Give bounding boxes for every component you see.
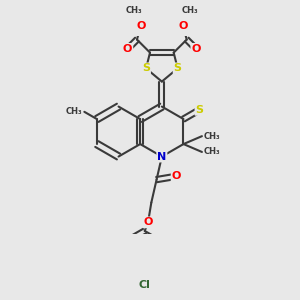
Text: CH₃: CH₃: [204, 148, 220, 157]
Text: O: O: [123, 44, 132, 54]
Text: O: O: [191, 44, 201, 54]
Text: CH₃: CH₃: [66, 107, 83, 116]
Text: S: S: [196, 105, 203, 115]
Text: CH₃: CH₃: [125, 6, 142, 15]
Text: Cl: Cl: [139, 280, 151, 290]
Text: S: S: [174, 63, 182, 74]
Text: O: O: [172, 171, 181, 181]
Text: CH₃: CH₃: [182, 6, 199, 15]
Text: O: O: [178, 21, 188, 31]
Text: N: N: [157, 152, 167, 162]
Text: O: O: [143, 218, 153, 227]
Text: O: O: [136, 21, 146, 31]
Text: CH₃: CH₃: [204, 132, 220, 141]
Text: S: S: [142, 63, 150, 74]
